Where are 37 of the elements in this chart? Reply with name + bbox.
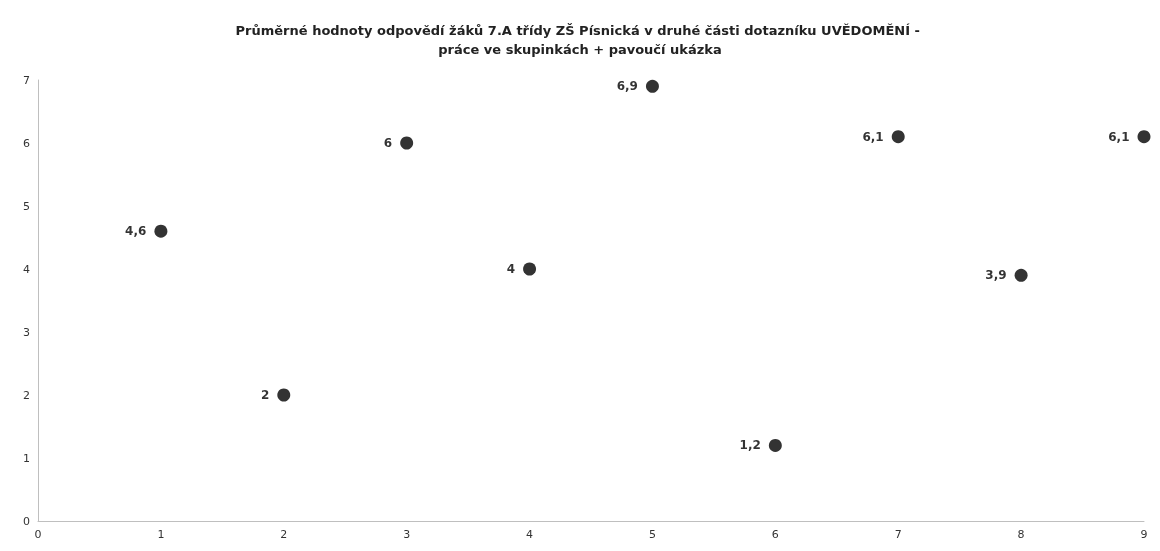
point: [400, 136, 414, 150]
y-tick-label: 5: [23, 199, 30, 213]
data-label: 6,1: [862, 129, 884, 144]
data-label: 6,9: [616, 79, 638, 94]
y-tick-label: 1: [23, 451, 30, 465]
data-label: 4,6: [125, 224, 147, 239]
point: [1137, 130, 1151, 144]
data-label: 6: [383, 136, 393, 150]
x-tick-label: 5: [648, 528, 656, 541]
y-tick-label: 2: [23, 388, 30, 402]
y-tick-label: 7: [23, 73, 30, 87]
y-tick-label: 4: [23, 262, 30, 276]
point: [277, 388, 291, 402]
point: [645, 79, 659, 93]
point: [523, 262, 537, 276]
x-tick-label: 3: [403, 528, 411, 541]
x-tick-label: 1: [157, 528, 165, 541]
point: [891, 130, 905, 144]
point: [1014, 268, 1028, 282]
y-tick-label: 6: [23, 136, 30, 150]
x-tick-label: 0: [34, 528, 42, 541]
chart-title: Průměrné hodnoty odpovědí žáků 7.A třídy ZŠ Písnická v druhé části dotazníku UVĚDOMĚNÍ - práce ve skupinkách + pavoučí ukázka: [235, 23, 925, 57]
data-label: 2: [260, 388, 270, 402]
x-tick-label: 6: [771, 528, 779, 541]
x-tick-label: 2: [280, 528, 288, 541]
x-tick-label: 4: [526, 528, 534, 541]
x-tick-label: 8: [1017, 528, 1025, 541]
x-tick-label: 9: [1140, 528, 1148, 541]
point: [154, 224, 168, 238]
x-tick-label: 7: [894, 528, 902, 541]
data-label: 6,1: [1108, 129, 1130, 144]
data-label: 1,2: [739, 438, 761, 453]
data-label: 4: [506, 262, 516, 276]
data-label: 3,9: [985, 268, 1007, 283]
y-tick-label: 3: [23, 325, 30, 339]
y-tick-label: 0: [23, 514, 30, 528]
point: [768, 438, 782, 452]
